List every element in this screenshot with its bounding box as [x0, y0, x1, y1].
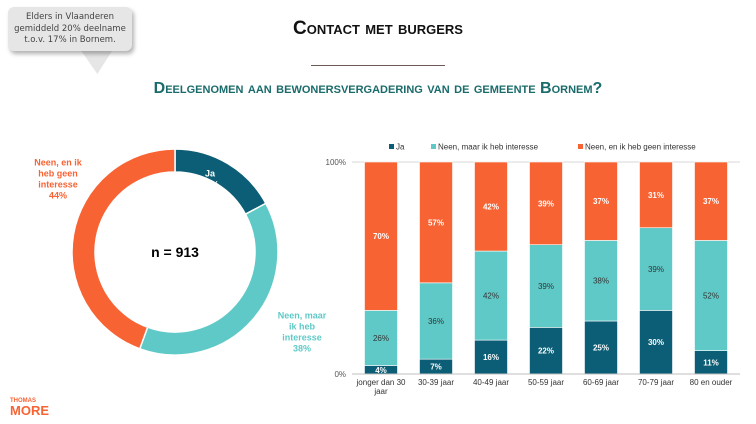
chart-question: Deelgenomen aan bewonersvergadering van …	[153, 80, 603, 97]
donut-slice	[174, 148, 267, 216]
x-tick-label: jonger dan 30	[356, 378, 406, 387]
callout-line: gemiddeld 20% deelname	[14, 23, 126, 34]
bar-segment	[529, 327, 563, 375]
bar-segment	[584, 240, 618, 322]
y-tick-label: 100%	[326, 158, 346, 167]
logo-line1: THOMAS	[10, 398, 36, 404]
bar-data-label: 22%	[538, 347, 554, 356]
bar-data-label: 11%	[703, 358, 719, 367]
bar-data-label: 7%	[430, 363, 442, 372]
bar-data-label: 26%	[373, 334, 389, 343]
x-tick-label: 80 en ouder	[690, 378, 733, 387]
bar-segment	[474, 250, 508, 341]
callout-line: t.o.v. 17% in Bornem.	[24, 35, 116, 45]
bar-segment	[529, 161, 563, 245]
bar-data-label: 36%	[428, 317, 444, 326]
bar-data-label: 39%	[538, 199, 554, 208]
x-tick-label: jaar	[373, 387, 388, 396]
bar-data-label: 37%	[593, 197, 609, 206]
legend-swatch	[578, 144, 583, 149]
bar-data-label: 39%	[538, 282, 554, 291]
donut-slice-label: Ja 17%	[201, 169, 219, 190]
bar-data-label: 30%	[648, 338, 664, 347]
bar-data-label: 39%	[648, 265, 664, 274]
x-tick-label: 60-69 jaar	[583, 378, 619, 387]
bar-segment	[474, 161, 508, 252]
bar-data-label: 31%	[648, 191, 664, 200]
x-tick-label: 40-49 jaar	[473, 378, 509, 387]
donut-center-label: n = 913	[151, 244, 199, 260]
bar-segment	[639, 227, 673, 311]
donut-slice-label: Neen, en ik heb geen interesse 44%	[34, 158, 83, 201]
callout-line: Elders in Vlaanderen	[26, 12, 114, 22]
x-tick-label: 30-39 jaar	[418, 378, 454, 387]
bar-data-label: 52%	[703, 292, 719, 301]
donut-slice	[71, 148, 176, 350]
bar-data-label: 70%	[373, 232, 389, 241]
bar-data-label: 37%	[703, 197, 719, 206]
bar-segment	[694, 240, 728, 351]
bar-data-label: 42%	[483, 292, 499, 301]
bar-data-label: 16%	[483, 353, 499, 362]
legend-label: Neen, maar ik heb interesse	[438, 143, 539, 152]
bar-segment	[584, 320, 618, 375]
bar-data-label: 38%	[593, 277, 609, 286]
title-divider	[311, 65, 445, 66]
y-tick-label: 0%	[334, 370, 346, 379]
bar-segment	[694, 161, 728, 241]
bar-data-label: 42%	[483, 203, 499, 212]
bar-segment	[529, 244, 563, 328]
donut-slice-label: Neen, maar ik heb interesse 38%	[278, 311, 327, 354]
bar-data-label: 25%	[593, 344, 609, 353]
x-tick-label: 70-79 jaar	[638, 378, 674, 387]
legend-swatch	[431, 144, 436, 149]
logo-line2: MORE	[10, 403, 49, 418]
thomas-more-logo: THOMAS MORE	[10, 398, 49, 417]
bar-data-label: 57%	[428, 218, 444, 227]
legend-label: Ja	[396, 143, 405, 152]
page-title: Contact met burgers	[293, 18, 463, 39]
legend-swatch	[389, 144, 394, 149]
legend-label: Neen, en ik heb geen interesse	[585, 143, 696, 152]
bar-segment	[584, 161, 618, 241]
bar-data-label: 4%	[375, 366, 387, 375]
bar-segment	[639, 161, 673, 229]
callout-note: Elders in Vlaanderen gemiddeld 20% deeln…	[8, 7, 132, 51]
donut-slice	[138, 202, 279, 356]
x-tick-label: 50-59 jaar	[528, 378, 564, 387]
bar-segment	[419, 161, 453, 284]
bar-segment	[419, 282, 453, 360]
bar-segment	[364, 161, 398, 311]
